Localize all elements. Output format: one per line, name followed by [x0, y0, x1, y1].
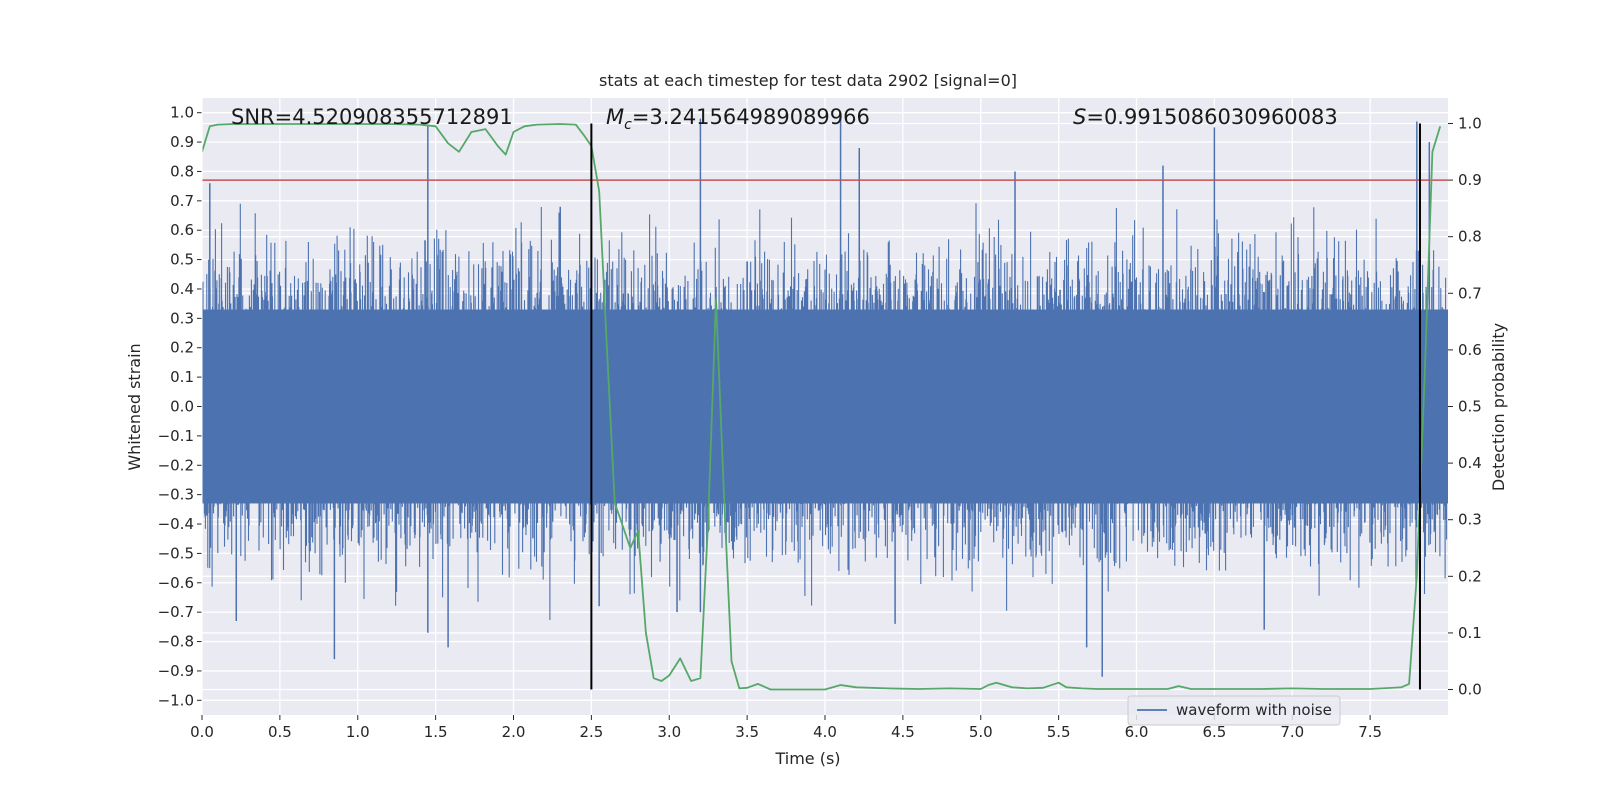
probability-line — [202, 123, 1442, 691]
legend-label: waveform with noise — [1176, 701, 1332, 719]
x-axis-label: Time (s) — [774, 749, 840, 768]
y2-tick-label: 1.0 — [1458, 114, 1482, 132]
y2-tick-label: 0.8 — [1458, 228, 1482, 246]
x-tick-label: 4.5 — [891, 723, 915, 741]
y-tick-label: 0.0 — [170, 398, 194, 416]
y-tick-label: −1.0 — [158, 691, 194, 709]
y2-tick-label: 0.0 — [1458, 681, 1482, 699]
y-tick-label: −0.6 — [158, 574, 194, 592]
x-tick-label: 7.0 — [1280, 723, 1304, 741]
score-symbol: S — [1073, 105, 1086, 129]
x-tick-label: 2.0 — [502, 723, 526, 741]
y2-tick-label: 0.4 — [1458, 454, 1482, 472]
x-tick-label: 3.0 — [657, 723, 681, 741]
x-tick-label: 3.5 — [735, 723, 759, 741]
x-tick-label: 5.0 — [969, 723, 993, 741]
y2-tick-label: 0.2 — [1458, 567, 1482, 585]
probability-series — [202, 123, 1442, 691]
score-annotation: S=0.9915086030960083 — [1073, 105, 1338, 129]
y-tick-label: 0.1 — [170, 368, 194, 386]
y-tick-label: 0.2 — [170, 339, 194, 357]
y-tick-label: 1.0 — [170, 104, 194, 122]
x-tick-label: 2.5 — [579, 723, 603, 741]
x-axis: 0.0 0.5 1.0 1.5 2.0 2.5 3.0 3.5 4.0 4.5 5.0 5.5 6.0 6… — [190, 715, 1382, 741]
x-tick-label: 6.0 — [1125, 723, 1149, 741]
y-tick-label: −0.9 — [158, 662, 194, 680]
x-tick-label: 7.5 — [1358, 723, 1382, 741]
y-axis-right: 1.0 0.9 0.8 0.7 0.6 0.5 0.4 0.3 0.2 0.1 0.0 — [1448, 114, 1482, 699]
waveform-series — [202, 112, 1448, 677]
y-tick-label: 0.4 — [170, 280, 194, 298]
y-tick-label: −0.4 — [158, 515, 194, 533]
legend: waveform with noise — [1127, 695, 1341, 726]
chart-title: stats at each timestep for test data 290… — [599, 71, 1017, 90]
y-tick-label: −0.3 — [158, 486, 194, 504]
y-tick-label: −0.5 — [158, 544, 194, 562]
score-value: =0.9915086030960083 — [1086, 105, 1337, 129]
chirp-mass-symbol: M — [606, 105, 624, 129]
y2-tick-label: 0.7 — [1458, 284, 1482, 302]
chirp-mass-subscript: c — [624, 117, 632, 133]
y-tick-label: −0.8 — [158, 633, 194, 651]
y-tick-label: 0.3 — [170, 309, 194, 327]
y2-axis-label: Detection probability — [1489, 323, 1508, 491]
y2-tick-label: 0.3 — [1458, 511, 1482, 529]
y-tick-label: 0.9 — [170, 133, 194, 151]
y-axis-label: Whitened strain — [125, 343, 144, 470]
y-tick-label: 0.5 — [170, 251, 194, 269]
chirp-mass-annotation: Mc=3.241564989089966 — [606, 105, 870, 133]
y-tick-label: −0.1 — [158, 427, 194, 445]
x-tick-label: 4.0 — [813, 723, 837, 741]
y-axis-left: 1.0 0.9 0.8 0.7 0.6 0.5 0.4 0.3 0.2 0.1 0.0 −0.1 −0.… — [158, 104, 202, 709]
y-tick-label: 0.8 — [170, 162, 194, 180]
x-tick-label: 1.0 — [346, 723, 370, 741]
x-tick-label: 0.5 — [268, 723, 292, 741]
x-tick-label: 5.5 — [1047, 723, 1071, 741]
chirp-mass-value: =3.241564989089966 — [632, 105, 870, 129]
y-tick-label: −0.7 — [158, 603, 194, 621]
snr-annotation: SNR=4.520908355712891 — [231, 105, 513, 129]
y2-tick-label: 0.9 — [1458, 171, 1482, 189]
y-tick-label: −0.2 — [158, 456, 194, 474]
y-tick-label: 0.7 — [170, 192, 194, 210]
y2-tick-label: 0.1 — [1458, 624, 1482, 642]
x-tick-label: 6.5 — [1202, 723, 1226, 741]
y2-tick-label: 0.6 — [1458, 341, 1482, 359]
x-tick-label: 1.5 — [424, 723, 448, 741]
y2-tick-label: 0.5 — [1458, 398, 1482, 416]
vertical-markers — [590, 123, 1421, 690]
waveform-noise — [202, 203, 1448, 620]
legend-box — [1127, 695, 1341, 726]
x-tick-label: 0.0 — [190, 723, 214, 741]
y-tick-label: 0.6 — [170, 221, 194, 239]
